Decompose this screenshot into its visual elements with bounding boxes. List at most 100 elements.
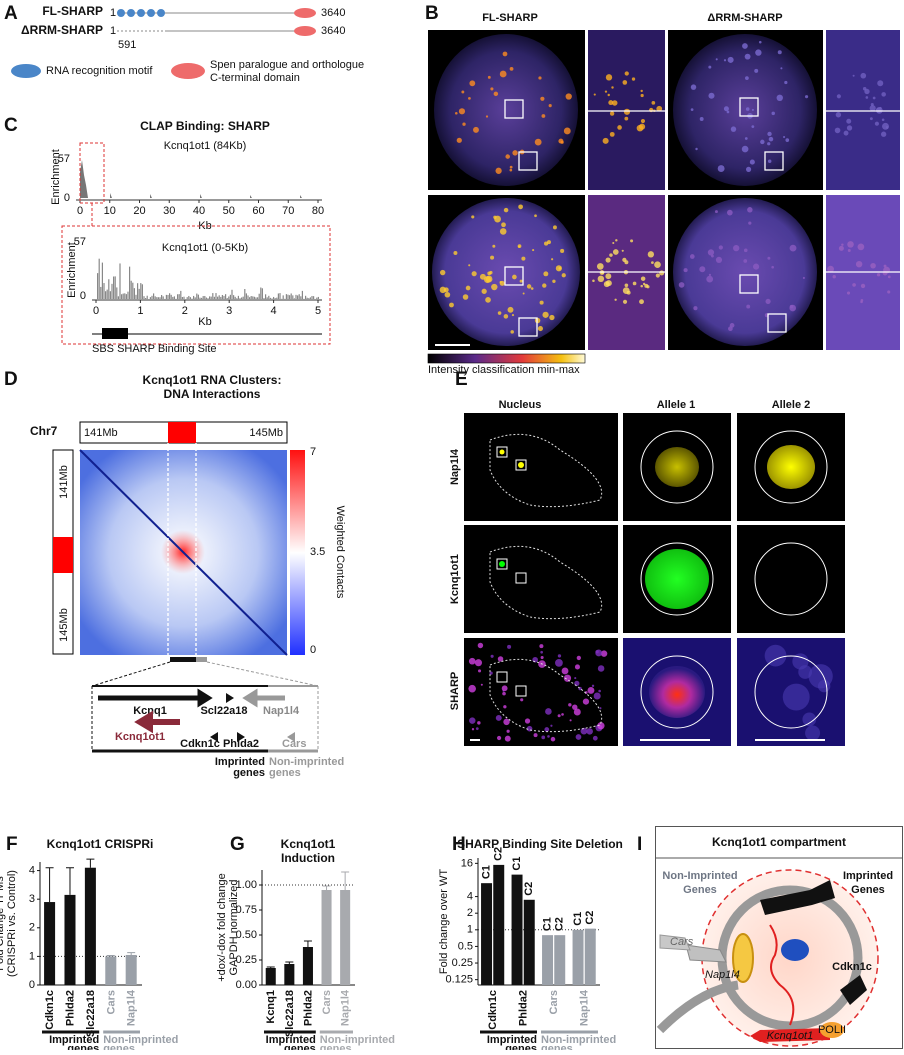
error-bar bbox=[323, 886, 331, 890]
focus bbox=[520, 698, 523, 701]
focus bbox=[648, 251, 654, 257]
focus bbox=[497, 736, 501, 740]
focus bbox=[651, 261, 654, 264]
coverage-bar bbox=[227, 298, 228, 299]
focus bbox=[588, 687, 595, 694]
y-tick-label: 1 bbox=[467, 924, 473, 936]
focus bbox=[765, 645, 787, 667]
focus bbox=[777, 95, 783, 101]
focus bbox=[718, 165, 725, 172]
bar bbox=[573, 930, 584, 985]
panel-e: E Nucleus Allele 1 Allele 2 Nap1l4 Kcnq1… bbox=[449, 369, 845, 746]
coverage-bar bbox=[252, 296, 253, 299]
x-tick-label: 60 bbox=[252, 205, 264, 217]
panel-b: B FL-SHARP ΔRRM-SHARP Intensity classifi… bbox=[425, 3, 900, 376]
coverage-bar bbox=[199, 298, 200, 299]
row-title: Nap1l4 bbox=[449, 448, 461, 485]
focus bbox=[753, 264, 759, 270]
group-label: genes bbox=[541, 1043, 573, 1050]
x-tick-label: 80 bbox=[312, 205, 324, 217]
focus bbox=[561, 141, 564, 144]
intensity-caption: Intensity classification min-max bbox=[428, 364, 580, 376]
focus bbox=[746, 305, 750, 309]
focus bbox=[486, 276, 493, 283]
coverage-bar bbox=[249, 297, 250, 299]
bar bbox=[284, 964, 294, 985]
focus bbox=[461, 91, 464, 94]
focus bbox=[641, 94, 644, 97]
panel-i: I Kcnq1ot1 compartment Non-Imprinted Gen… bbox=[637, 827, 903, 1049]
spoc-domain bbox=[294, 8, 316, 18]
rna-signal bbox=[645, 549, 709, 609]
focus bbox=[532, 657, 538, 663]
focus bbox=[847, 241, 854, 248]
coverage-bar bbox=[204, 296, 205, 299]
x-tick-label: 70 bbox=[282, 205, 294, 217]
y-tick-label: 1 bbox=[29, 950, 35, 962]
coverage-bar bbox=[167, 295, 168, 299]
focus bbox=[512, 314, 514, 316]
coverage-bar bbox=[222, 295, 223, 299]
focus bbox=[560, 249, 564, 253]
coverage-bar bbox=[203, 296, 204, 299]
focus bbox=[656, 273, 660, 277]
coverage-bar bbox=[215, 293, 216, 299]
y-tick-label: 16 bbox=[461, 857, 473, 869]
coverage-bar bbox=[182, 297, 183, 299]
zoom-image bbox=[826, 30, 900, 190]
coverage-bar bbox=[180, 291, 181, 299]
focus bbox=[541, 656, 544, 659]
focus bbox=[520, 280, 523, 283]
focus bbox=[641, 276, 645, 280]
focus bbox=[542, 283, 546, 287]
focus bbox=[605, 91, 607, 93]
series-label: C2 bbox=[523, 882, 535, 896]
focus bbox=[490, 256, 494, 260]
panel-label: D bbox=[4, 369, 18, 390]
series-label: C1 bbox=[572, 912, 584, 926]
focus bbox=[440, 287, 446, 293]
focus bbox=[755, 49, 761, 55]
focus bbox=[468, 97, 471, 100]
x-tick-label: 4 bbox=[271, 305, 277, 317]
focus bbox=[711, 255, 714, 258]
x-tick-label: Phlda2 bbox=[518, 990, 530, 1026]
coverage-bar bbox=[129, 267, 130, 299]
focus bbox=[606, 74, 612, 80]
coverage-bar bbox=[179, 294, 180, 299]
focus bbox=[639, 299, 644, 304]
focus bbox=[502, 692, 506, 696]
y-tick-label: 0.5 bbox=[458, 940, 473, 952]
coverage-bar bbox=[155, 296, 156, 299]
gene-name: Cars bbox=[670, 936, 694, 948]
coverage-bar bbox=[239, 298, 240, 299]
coverage-bar bbox=[223, 296, 224, 299]
error-bar bbox=[304, 941, 312, 947]
focus bbox=[473, 127, 479, 133]
legend-text: RNA recognition motif bbox=[46, 65, 153, 77]
focus bbox=[743, 259, 747, 263]
focus bbox=[445, 292, 451, 298]
track-title: Kcnq1ot1 (84Kb) bbox=[164, 140, 247, 152]
panel-title: DNA Interactions bbox=[164, 387, 261, 401]
focus bbox=[693, 306, 697, 310]
y-tick-label: 4 bbox=[29, 864, 35, 876]
focus bbox=[615, 239, 617, 241]
coverage-bar bbox=[113, 277, 114, 299]
construct-start: 1 bbox=[110, 25, 116, 37]
focus bbox=[870, 263, 876, 269]
coverage-bar bbox=[259, 294, 260, 299]
focus bbox=[562, 668, 569, 675]
coverage-bar bbox=[291, 293, 292, 299]
bar bbox=[64, 895, 75, 985]
coverage-bar bbox=[260, 287, 261, 299]
construct-end: 3640 bbox=[321, 25, 345, 37]
x-tick-label: 2 bbox=[182, 305, 188, 317]
group-label: genes bbox=[103, 1043, 135, 1050]
series-label: C1 bbox=[541, 917, 553, 931]
x-tick-label: 0 bbox=[77, 205, 83, 217]
coverage-bar bbox=[211, 297, 212, 299]
focus bbox=[844, 131, 849, 136]
coverage-bar bbox=[295, 295, 296, 299]
coverage-bar bbox=[262, 288, 263, 299]
